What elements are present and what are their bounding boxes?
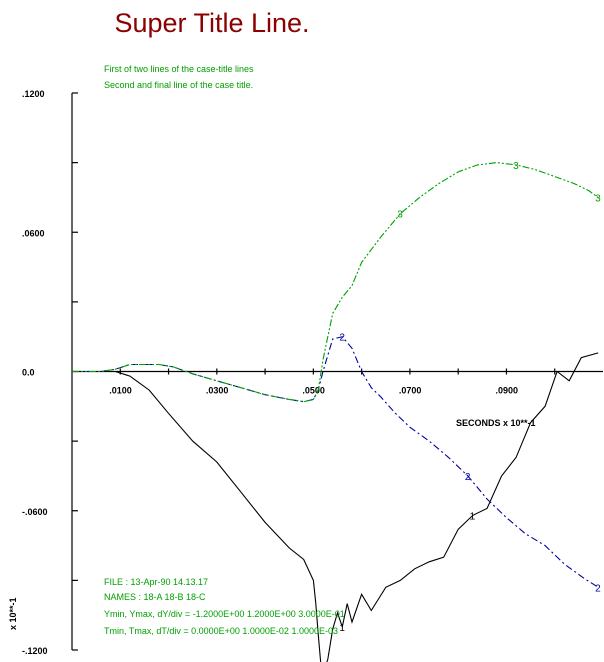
case-title-line-2: Second and final line of the case title. [104,80,253,90]
series-3-label: 3 [397,210,403,221]
y-axis-title: x 10**-1 [8,597,18,630]
y-tick-label: -.1200 [22,646,48,656]
curve-labels: 1 1 2 2 2 3 3 3 [339,161,601,634]
x-axis-title: SECONDS x 10**-1 [456,418,536,428]
footer-y-range: Ymin, Ymax, dY/div = -1.2000E+00 1.2000E… [104,609,345,619]
series-3-label: 3 [513,161,519,172]
case-title-line-1: First of two lines of the case-title lin… [104,64,254,74]
series-2-label: 2 [595,583,601,594]
footer-names: NAMES : 18-A 18-B 18-C [104,592,206,602]
plot-area [72,162,599,662]
series-2-label: 2 [465,472,471,483]
x-tick-label: .0300 [206,386,229,396]
series-2-line [72,336,599,588]
x-tick-label: .0900 [495,386,518,396]
series-2-label: 2 [339,333,345,344]
x-tick-label: .0700 [399,386,422,396]
footer-file: FILE : 13-Apr-90 14.13.17 [104,577,208,587]
series-3-line [72,162,599,403]
series-3-label: 3 [595,193,601,204]
y-tick-label: .0600 [22,228,45,238]
y-tick-label: 0.0 [22,368,35,378]
super-title: Super Title Line. [114,8,309,38]
series-1-label: 1 [339,623,345,634]
series-1-label: 1 [470,511,476,522]
y-tick-label: .1200 [22,89,45,99]
series-1-line [72,352,599,662]
x-tick-label: .0100 [109,386,132,396]
footer-t-range: Tmin, Tmax, dT/div = 0.0000E+00 1.0000E-… [104,626,338,636]
axes: .1200 .0600 0.0 -.0600 -.1200 .0100 .0300 .0500… [22,89,603,656]
x-tick-label: .0500 [302,386,325,396]
y-tick-label: -.0600 [22,507,48,517]
